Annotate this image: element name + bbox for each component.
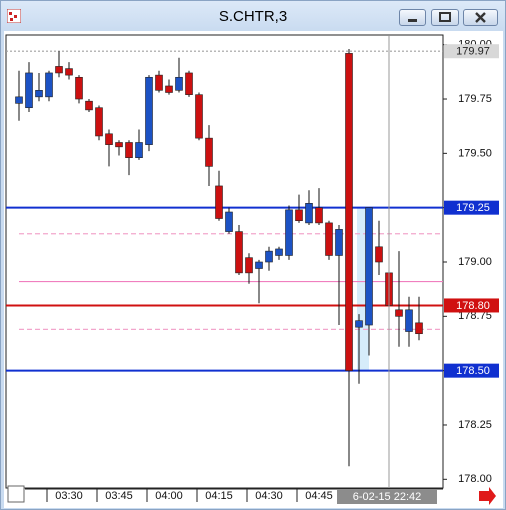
candle-body — [415, 322, 423, 335]
maximize-icon — [439, 12, 451, 22]
y-tick-label: 178.25 — [458, 419, 492, 431]
candle-body — [105, 133, 113, 145]
x-tick-label: 04:15 — [205, 490, 233, 502]
candle-body — [335, 229, 343, 256]
chart: 178.00 178.25 178.50 178.75 179.00 179.25 179.… — [4, 31, 503, 508]
level-label-box — [444, 298, 499, 313]
candle-body — [285, 209, 293, 256]
y-tick-label: 179.00 — [458, 256, 492, 268]
candle-body — [235, 231, 243, 274]
candle-body — [95, 107, 103, 137]
close-button[interactable] — [463, 9, 498, 26]
candle-body — [45, 72, 53, 98]
candle-body — [405, 309, 413, 332]
scroll-arrow[interactable] — [479, 487, 496, 505]
maximize-button[interactable] — [431, 9, 459, 26]
candle-body — [65, 68, 73, 76]
candle-body — [395, 309, 403, 317]
candle-body — [75, 76, 83, 100]
candle-body — [365, 207, 373, 326]
close-icon — [475, 12, 486, 23]
level-label-box — [444, 44, 499, 59]
candle-body — [225, 211, 233, 232]
minimize-button[interactable] — [399, 9, 426, 26]
candle-body — [115, 142, 123, 148]
level-label-box — [444, 200, 499, 215]
level-label-box — [444, 363, 499, 378]
candle-body — [215, 185, 223, 219]
candle-body — [375, 246, 383, 263]
title-bar: S.CHTR,3 — [1, 1, 505, 31]
candle-body — [135, 142, 143, 158]
x-tick-label: 04:30 — [255, 490, 283, 502]
y-tick-label: 178.75 — [458, 310, 492, 322]
candle-body — [175, 76, 183, 91]
candle-body — [265, 250, 273, 263]
candle-body — [325, 222, 333, 256]
level-label: 179.97 — [456, 46, 490, 58]
level-label: 179.25 — [456, 202, 490, 214]
crosshair-label-box — [337, 489, 437, 504]
candle-body — [155, 74, 163, 91]
level-label: 178.80 — [456, 300, 490, 312]
y-tick-label: 179.50 — [458, 147, 492, 159]
window-icon — [7, 9, 21, 23]
crosshair-label: 6-02-15 22:42 — [353, 491, 422, 503]
candle-body — [145, 76, 153, 145]
y-tick-label: 178.00 — [458, 473, 492, 485]
candle-body — [35, 90, 43, 98]
candle-body — [205, 137, 213, 167]
minimize-icon — [408, 19, 417, 22]
level-label: 178.50 — [456, 365, 490, 377]
candle-body — [275, 248, 283, 256]
candle-body — [295, 209, 303, 222]
candle-body — [305, 203, 313, 224]
x-tick-label: 03:45 — [105, 490, 133, 502]
candle-body — [25, 72, 33, 109]
candle-body — [165, 85, 173, 93]
candle-body — [85, 100, 93, 111]
window-title: S.CHTR,3 — [218, 8, 288, 25]
y-tick-label: 179.75 — [458, 93, 492, 105]
candle-body — [125, 142, 133, 158]
candle-body — [195, 94, 203, 139]
candle-body — [355, 320, 363, 328]
corner-box[interactable] — [7, 485, 25, 503]
candle-body — [345, 53, 353, 371]
x-tick-label: 04:45 — [305, 490, 333, 502]
candle-body — [15, 96, 23, 104]
candle-body — [185, 72, 193, 95]
x-tick-label: 04:00 — [155, 490, 183, 502]
chart-background — [4, 31, 503, 508]
candle-body — [245, 257, 253, 274]
candle-body — [315, 207, 323, 224]
candle-body — [255, 261, 263, 269]
x-tick-label: 03:30 — [55, 490, 83, 502]
candle-body — [55, 66, 63, 74]
